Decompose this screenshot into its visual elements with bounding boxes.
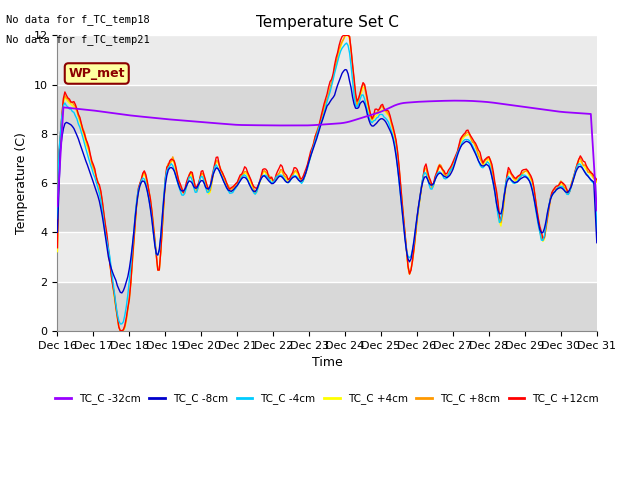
TC_C +8cm (364, 98, 371, 104)
TC_C +4cm (343, 33, 351, 38)
TC_C -4cm (54, 216, 61, 222)
TC_C +12cm (54, 245, 61, 251)
TC_C +8cm (381, 108, 389, 114)
TC_C +4cm (68, 103, 76, 108)
TC_C -32cm (379, 108, 387, 114)
TC_C +12cm (364, 97, 371, 103)
TC_C +8cm (68, 99, 76, 105)
TC_C -32cm (361, 114, 369, 120)
TC_C +12cm (156, 267, 163, 273)
Text: No data for f_TC_temp18: No data for f_TC_temp18 (6, 14, 150, 25)
TC_C -8cm (593, 240, 601, 246)
Legend: TC_C -32cm, TC_C -8cm, TC_C -4cm, TC_C +4cm, TC_C +8cm, TC_C +12cm: TC_C -32cm, TC_C -8cm, TC_C -4cm, TC_C +… (51, 389, 604, 408)
TC_C +8cm (156, 266, 163, 272)
Text: No data for f_TC_temp21: No data for f_TC_temp21 (6, 34, 150, 45)
TC_C -8cm (54, 229, 61, 235)
TC_C +4cm (381, 109, 389, 115)
Bar (58, 183, 597, 232)
TC_C +8cm (593, 178, 601, 184)
TC_C -4cm (116, 321, 124, 327)
TC_C -8cm (364, 112, 371, 118)
TC_C -4cm (593, 231, 601, 237)
TC_C +4cm (116, 328, 124, 334)
TC_C -32cm (154, 115, 162, 121)
TC_C -8cm (68, 123, 76, 129)
TC_C +8cm (394, 150, 401, 156)
Title: Temperature Set C: Temperature Set C (255, 15, 399, 30)
TC_C +8cm (54, 245, 61, 251)
TC_C -32cm (54, 204, 61, 209)
TC_C -8cm (530, 195, 538, 201)
TC_C +4cm (394, 153, 401, 158)
Bar (58, 36, 597, 84)
TC_C +12cm (593, 177, 601, 182)
Text: WP_met: WP_met (68, 67, 125, 80)
TC_C +4cm (593, 180, 601, 185)
TC_C +12cm (394, 148, 401, 154)
Line: TC_C +8cm: TC_C +8cm (58, 36, 597, 331)
TC_C +8cm (116, 328, 124, 334)
TC_C -4cm (394, 164, 401, 169)
TC_C +4cm (54, 249, 61, 254)
TC_C -32cm (390, 103, 398, 108)
TC_C -32cm (529, 105, 536, 111)
Line: TC_C -4cm: TC_C -4cm (58, 43, 597, 324)
Line: TC_C +12cm: TC_C +12cm (58, 36, 597, 331)
TC_C -8cm (156, 246, 163, 252)
TC_C +4cm (530, 187, 538, 192)
TC_C -8cm (381, 119, 389, 124)
Line: TC_C -8cm: TC_C -8cm (58, 70, 597, 293)
TC_C +12cm (116, 328, 124, 334)
TC_C -8cm (394, 164, 401, 170)
TC_C +8cm (530, 186, 538, 192)
TC_C +12cm (381, 108, 389, 113)
Line: TC_C -32cm: TC_C -32cm (58, 101, 597, 210)
TC_C -8cm (118, 290, 125, 296)
TC_C +4cm (156, 267, 163, 273)
TC_C -32cm (593, 207, 601, 213)
TC_C -4cm (381, 115, 389, 121)
Bar (58, 134, 597, 183)
TC_C -4cm (68, 108, 76, 114)
Y-axis label: Temperature (C): Temperature (C) (15, 132, 28, 234)
TC_C -4cm (364, 108, 371, 114)
TC_C -4cm (156, 249, 163, 254)
Bar (58, 84, 597, 134)
TC_C +12cm (340, 33, 348, 38)
TC_C -32cm (68, 106, 76, 111)
TC_C -8cm (341, 67, 349, 72)
TC_C +12cm (68, 99, 76, 105)
TC_C +4cm (364, 101, 371, 107)
TC_C -4cm (343, 40, 351, 46)
TC_C +12cm (530, 184, 538, 190)
Bar (58, 232, 597, 282)
TC_C +8cm (341, 33, 349, 38)
TC_C -32cm (451, 98, 458, 104)
Bar (58, 282, 597, 331)
TC_C -4cm (530, 195, 538, 201)
Line: TC_C +4cm: TC_C +4cm (58, 36, 597, 331)
X-axis label: Time: Time (312, 356, 342, 369)
